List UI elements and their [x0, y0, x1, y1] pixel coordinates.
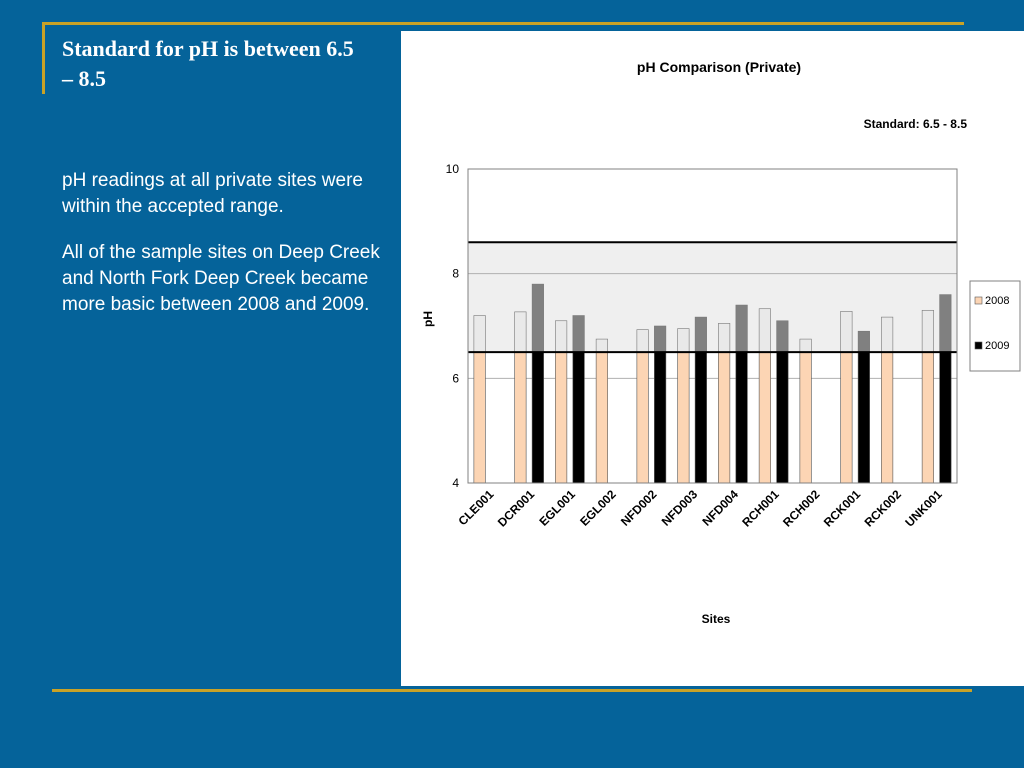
slide-title: Standard for pH is between 6.5 – 8.5	[62, 36, 354, 91]
bar-2008	[514, 351, 527, 484]
legend-swatch	[974, 296, 983, 305]
y-tick-label: 4	[452, 476, 459, 490]
bar-2008	[555, 351, 568, 484]
bar-2008-upper	[514, 311, 527, 353]
legend-label: 2008	[985, 295, 1009, 307]
bar-2008-upper	[473, 315, 486, 353]
bar-2009	[776, 351, 789, 484]
bar-2008	[758, 351, 771, 484]
bar-2008-upper	[718, 323, 731, 353]
bar-2008-upper	[921, 309, 934, 353]
chart-title: pH Comparison (Private)	[637, 59, 801, 75]
x-tick-label: EGL002	[577, 487, 619, 529]
bar-2009-upper	[531, 283, 544, 353]
bar-2008	[718, 351, 731, 484]
bar-2008	[636, 351, 649, 484]
bar-2008-upper	[555, 320, 568, 353]
bullet-list: pH readings at all private sites were wi…	[62, 168, 382, 338]
left-accent-rule	[42, 22, 45, 94]
y-tick-label: 6	[452, 371, 459, 385]
bar-2008	[595, 351, 608, 484]
standard-range-band	[468, 242, 957, 353]
legend-box	[969, 280, 1021, 372]
bottom-accent-rule	[52, 689, 972, 692]
bullet-item: pH readings at all private sites were wi…	[62, 170, 363, 217]
bar-2009	[531, 351, 544, 484]
x-tick-label: RCH002	[780, 487, 823, 530]
bar-2008	[921, 351, 934, 484]
bar-2009-upper	[939, 294, 952, 353]
y-tick-label: 10	[446, 162, 460, 176]
x-tick-label: UNK001	[902, 487, 945, 530]
legend: 2008 2009	[969, 280, 1021, 372]
y-tick-label: 8	[452, 267, 459, 281]
x-tick-label: NFD004	[699, 487, 741, 529]
bar-2008	[881, 351, 894, 484]
bar-2008-upper	[677, 328, 690, 353]
bar-2009	[857, 351, 870, 484]
x-tick-label: RCK001	[821, 487, 864, 530]
bar-2009-upper	[694, 316, 707, 353]
bar-2008-upper	[758, 308, 771, 353]
legend-label: 2009	[985, 340, 1009, 352]
x-tick-label: RCH001	[739, 487, 782, 530]
bar-2008-upper	[881, 316, 894, 353]
bar-2009	[694, 351, 707, 484]
x-axis-title: Sites	[702, 612, 731, 626]
top-accent-rule	[42, 22, 964, 25]
legend-swatch	[974, 341, 983, 350]
ph-comparison-chart: pH Comparison (Private) Standard: 6.5 - …	[421, 59, 1021, 626]
bar-2009	[572, 351, 585, 484]
bar-2009	[654, 351, 667, 484]
x-tick-label: NFD003	[659, 487, 701, 529]
bar-2008	[840, 351, 853, 484]
x-tick-label: CLE001	[455, 487, 496, 528]
x-tick-label: RCK002	[862, 487, 905, 530]
bar-2009-upper	[654, 325, 667, 353]
bar-2008-upper	[595, 338, 608, 353]
bar-2009-upper	[776, 320, 789, 353]
bar-2009	[939, 351, 952, 484]
bar-2008	[677, 351, 690, 484]
bullet-item: All of the sample sites on Deep Creek an…	[62, 242, 380, 315]
x-tick-label: DCR001	[495, 487, 538, 530]
bar-2009-upper	[857, 330, 870, 353]
x-tick-label: EGL001	[536, 487, 578, 529]
x-tick-label: NFD002	[618, 487, 660, 529]
bar-2009	[735, 351, 748, 484]
bar-2008	[473, 351, 486, 484]
bar-2008	[799, 351, 812, 484]
y-axis-title: pH	[421, 311, 435, 327]
plot-border	[467, 168, 958, 484]
bar-2008-upper	[636, 329, 649, 353]
bar-2008-upper	[799, 338, 812, 353]
chart-panel: pH Comparison (Private) Standard: 6.5 - …	[401, 31, 1024, 686]
bar-2009-upper	[735, 304, 748, 353]
bar-2008-upper	[840, 311, 853, 353]
bar-2009-upper	[572, 315, 585, 353]
standard-annotation: Standard: 6.5 - 8.5	[864, 117, 968, 131]
